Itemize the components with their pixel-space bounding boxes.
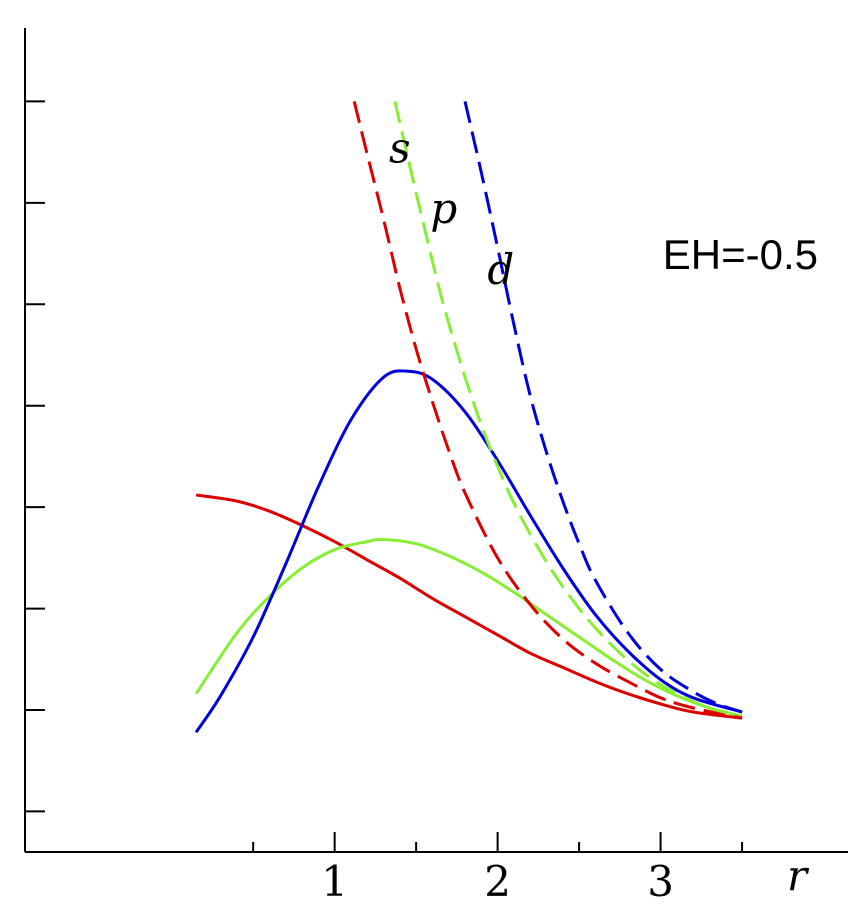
x-tick-label-1: 2 [484,857,511,906]
series-line-4-dashed [393,101,743,718]
series-line-0-solid [195,493,743,720]
series-line-1-solid [194,538,743,718]
curve-label-s: s [389,123,411,172]
energy-annotation: EH=-0.5 [663,231,818,278]
series-line-2-solid [194,369,743,734]
x-tick-label-2: 3 [647,857,674,906]
axes: 1 2 3 [24,28,848,906]
series-line-3-dashed [352,101,743,720]
series-line-5-dashed [463,101,743,714]
series-layer [194,101,743,734]
curve-label-p: p [430,184,457,233]
labels-layer: spd [389,123,514,294]
curve-label-d: d [487,245,514,294]
x-axis-label: r [787,851,810,900]
x-tick-label-0: 1 [321,857,348,906]
